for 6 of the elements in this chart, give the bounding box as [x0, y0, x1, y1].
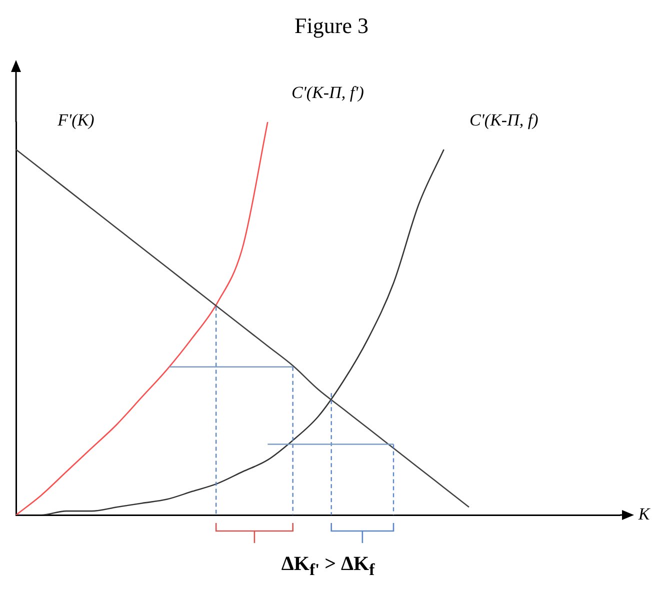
- text: ΔK$_{f'}$ > ΔK$_{f}$: [280, 553, 376, 580]
- x-axis-title: K: [637, 504, 652, 524]
- series-label: C'(K-Π, f): [469, 110, 539, 130]
- chart-title: Figure 3: [294, 12, 370, 40]
- series-label: C'(K-Π, f'): [291, 82, 364, 102]
- text: F'(K): [56, 110, 95, 130]
